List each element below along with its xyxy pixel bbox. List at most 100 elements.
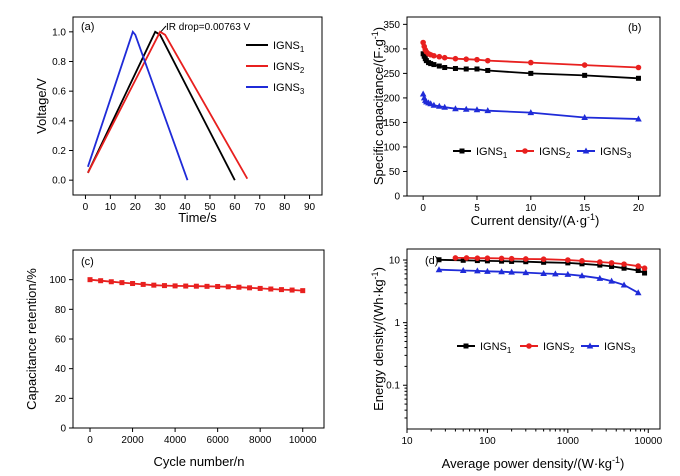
b-data-point xyxy=(428,61,434,67)
d-legend-marker xyxy=(526,343,532,349)
panel-b-ylabel: Specific capacitance/(F·g-1) xyxy=(370,27,386,185)
panel-d-frame xyxy=(406,248,661,430)
b-data-point xyxy=(474,56,480,63)
b-data-point xyxy=(452,65,458,71)
d-data-point xyxy=(621,265,627,271)
a-series-line xyxy=(87,30,236,181)
d-data-point xyxy=(597,262,603,268)
c-ytick-label: 40 xyxy=(55,364,67,375)
c-data-point xyxy=(172,283,178,289)
d-data-point xyxy=(565,260,571,266)
d-ytick-label: 10 xyxy=(389,256,401,267)
d-legend-marker xyxy=(586,342,594,349)
a-xtick-label: 70 xyxy=(254,202,266,213)
panel-a-ylabel: Voltage/V xyxy=(34,78,49,134)
a-xtick-label: 60 xyxy=(229,202,241,213)
d-data-point xyxy=(596,274,604,281)
d-data-point xyxy=(498,255,505,262)
d-xtick-label: 100 xyxy=(479,436,496,447)
a-xtick-label: 40 xyxy=(179,202,191,213)
panel-b-label: (b) xyxy=(628,22,641,34)
c-xtick-label: 10000 xyxy=(289,435,317,446)
b-legend-marker xyxy=(582,147,590,154)
b-legend-marker xyxy=(459,148,465,154)
c-data-point xyxy=(193,283,199,289)
panel-b-series xyxy=(419,39,642,122)
c-data-point xyxy=(108,279,114,285)
b-ytick-label: 50 xyxy=(389,167,401,178)
a-legend-label: IGNS1 xyxy=(273,40,305,54)
panel-b-xlabel: Current density/(A·g-1) xyxy=(471,212,600,228)
b-data-point xyxy=(441,103,448,110)
c-data-point xyxy=(87,277,93,283)
b-ytick-label: 200 xyxy=(383,93,400,104)
c-ytick-label: 0 xyxy=(60,424,66,435)
b-data-point xyxy=(419,90,427,97)
panel-d-xlabel: Average power density/(W·kg-1) xyxy=(442,455,625,471)
panel-d-ylabel: Energy density/(Wh·kg-1) xyxy=(370,267,386,411)
b-data-point xyxy=(452,55,459,62)
panel-c: (c) Cycle number/n Capacitance retention… xyxy=(24,249,325,469)
b-data-point xyxy=(436,53,443,60)
d-series-line xyxy=(438,268,639,294)
panel-d-series xyxy=(435,255,648,296)
b-data-point xyxy=(463,66,469,72)
d-legend-label: IGNS1 xyxy=(480,341,512,355)
b-data-point xyxy=(484,107,492,114)
b-data-point xyxy=(528,59,534,66)
b-data-point xyxy=(635,115,642,122)
b-data-point xyxy=(430,101,438,108)
a-xtick-label: 0 xyxy=(83,202,89,213)
panel-d-legend: IGNS1 IGNS2 IGNS3 xyxy=(457,341,636,355)
c-data-point xyxy=(268,286,274,292)
b-ytick-label: 150 xyxy=(383,118,400,129)
a-xtick-label: 10 xyxy=(105,202,117,213)
d-data-point xyxy=(541,259,547,265)
b-data-point xyxy=(581,62,588,68)
panel-c-frame xyxy=(72,249,325,429)
a-series-line xyxy=(87,30,249,180)
d-data-point xyxy=(540,269,547,276)
panel-a-ticks: 0 10 20 30 40 50 60 70 80 90 0.0 0.2 0.4 0.6 0.8 1.0 xyxy=(52,25,316,213)
c-ytick-label: 20 xyxy=(55,394,67,405)
c-xtick-label: 8000 xyxy=(249,435,272,446)
c-data-point xyxy=(140,281,146,287)
c-data-point xyxy=(215,283,221,289)
d-data-point xyxy=(498,268,505,275)
d-data-point xyxy=(579,258,585,264)
b-data-point xyxy=(635,75,641,81)
d-legend-marker xyxy=(463,343,469,349)
b-data-point xyxy=(436,63,442,69)
c-xtick-label: 0 xyxy=(87,435,93,446)
b-legend-marker xyxy=(522,148,528,154)
a-ytick-label: 0.6 xyxy=(52,87,66,98)
c-data-point xyxy=(119,280,125,286)
c-data-point xyxy=(204,283,210,289)
b-data-point xyxy=(527,109,535,116)
b-legend-label: IGNS3 xyxy=(600,146,632,160)
b-data-point xyxy=(528,70,534,76)
d-data-point xyxy=(484,267,491,274)
a-ytick-label: 0.2 xyxy=(52,146,66,157)
d-data-point xyxy=(460,257,466,263)
panel-a-annotation: IR drop=0.00763 V xyxy=(166,22,251,33)
d-data-point xyxy=(463,255,470,261)
a-ytick-label: 0.4 xyxy=(52,116,66,127)
c-data-point xyxy=(130,281,136,287)
a-ytick-label: 0.8 xyxy=(52,57,66,68)
c-data-point xyxy=(236,284,242,290)
b-data-point xyxy=(484,57,491,64)
d-data-point xyxy=(635,263,642,269)
panel-c-label: (c) xyxy=(81,256,94,268)
panel-c-ticks: 0 2000 4000 6000 8000 10000 0 20 40 60 80 100 xyxy=(49,275,317,446)
panel-a-legend: IGNS1 IGNS2 IGNS3 xyxy=(246,40,305,96)
d-data-point xyxy=(508,268,515,275)
d-xtick-label: 10 xyxy=(401,436,413,447)
d-data-point xyxy=(484,255,491,261)
d-data-point xyxy=(641,265,648,272)
b-data-point xyxy=(485,67,491,73)
d-data-point xyxy=(459,267,467,274)
b-data-point xyxy=(435,102,443,109)
d-data-point xyxy=(564,270,572,277)
b-xtick-label: 5 xyxy=(474,203,480,214)
